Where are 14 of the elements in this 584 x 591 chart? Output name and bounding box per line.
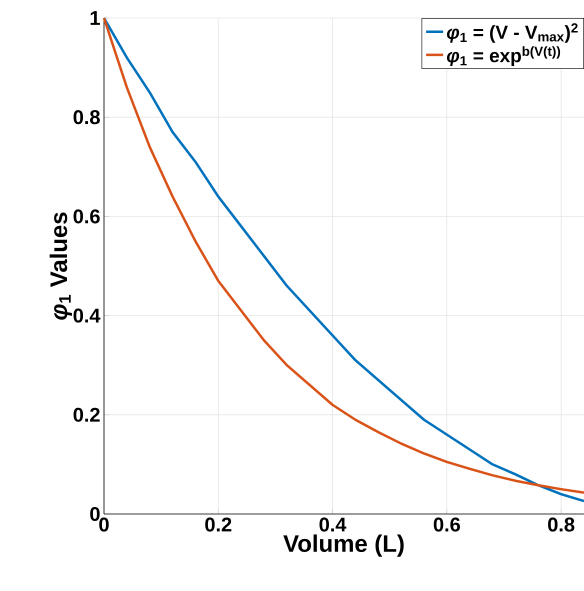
y-axis-title: φ$_{1}$ Values: [50, 212, 72, 320]
y-tick-label: 0.4: [74, 308, 100, 323]
legend-label: φ$_{1}$ = exp$^{b(V(t))}$: [446, 46, 560, 66]
legend-label: φ$_{1}$ = (V - V$_{max}$)$^{2}$: [446, 23, 578, 43]
y-tick-label: 0: [90, 506, 100, 522]
y-tick-label: 1: [90, 11, 100, 25]
y-tick-label: 0.2: [74, 408, 100, 422]
x-tick-label: 0.6: [434, 518, 460, 532]
y-tick-label: 0.6: [74, 209, 100, 224]
x-tick-label: 0.4: [320, 518, 346, 532]
y-tick-label: 0.8: [74, 110, 100, 124]
x-axis-title: Volume (L): [283, 534, 404, 557]
x-tick-label: 0.8: [548, 518, 574, 532]
x-tick-label: 0.2: [205, 518, 232, 532]
